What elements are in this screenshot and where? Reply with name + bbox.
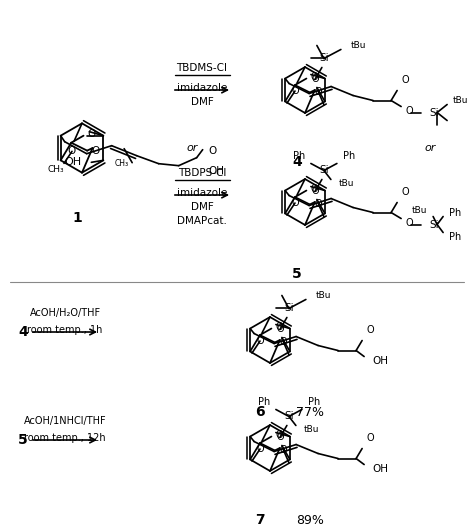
Text: O: O (276, 324, 284, 334)
Text: OH: OH (209, 166, 225, 176)
Text: Ph: Ph (449, 207, 461, 217)
Text: O: O (279, 445, 287, 456)
Text: Ph: Ph (308, 397, 320, 407)
Text: tBu: tBu (453, 96, 469, 105)
Text: O: O (314, 88, 322, 98)
Text: AcOH/1NHCl/THF: AcOH/1NHCl/THF (24, 416, 106, 426)
Text: OH: OH (64, 158, 82, 167)
Text: O: O (401, 75, 409, 85)
Text: O: O (256, 444, 264, 454)
Text: 4: 4 (18, 325, 28, 339)
Text: tBu: tBu (411, 206, 427, 215)
Text: O: O (311, 186, 319, 196)
Text: room temp., 1h: room temp., 1h (27, 325, 103, 335)
Text: O: O (310, 71, 318, 81)
Text: 77%: 77% (296, 405, 324, 418)
Text: O: O (91, 145, 99, 155)
Text: O: O (311, 75, 319, 85)
Text: O: O (366, 433, 374, 443)
Text: CH₃: CH₃ (115, 159, 129, 168)
Text: CH₃: CH₃ (48, 165, 64, 174)
Text: O: O (405, 106, 413, 116)
Text: Si: Si (284, 412, 294, 422)
Text: tBu: tBu (316, 291, 331, 300)
Text: OH: OH (372, 464, 388, 474)
Text: room temp., 12h: room temp., 12h (24, 433, 106, 443)
Text: O: O (256, 336, 264, 346)
Text: Si: Si (284, 303, 294, 313)
Text: imidazole: imidazole (177, 188, 227, 198)
Text: O: O (68, 146, 76, 156)
Text: TBDPS-Cl: TBDPS-Cl (178, 168, 226, 178)
Text: or: or (186, 143, 198, 153)
Text: Ph: Ph (343, 152, 355, 162)
Text: O: O (366, 324, 374, 334)
Text: imidazole: imidazole (177, 83, 227, 93)
Text: 4: 4 (292, 155, 302, 169)
Text: O: O (310, 184, 318, 194)
Text: O: O (275, 321, 283, 331)
Text: O: O (401, 186, 409, 196)
Text: 1: 1 (72, 211, 82, 225)
Text: O: O (87, 129, 96, 139)
Text: tBu: tBu (351, 41, 366, 50)
Text: 7: 7 (255, 513, 265, 525)
Text: tBu: tBu (304, 425, 319, 434)
Text: 5: 5 (18, 433, 28, 447)
Text: DMF: DMF (191, 97, 213, 107)
Text: O: O (291, 198, 299, 208)
Text: Si: Si (429, 108, 439, 118)
Text: O: O (209, 145, 217, 156)
Text: Si: Si (319, 165, 328, 175)
Text: O: O (276, 433, 284, 443)
Text: or: or (424, 143, 436, 153)
Text: Ph: Ph (449, 232, 461, 242)
Text: O: O (405, 217, 413, 227)
Text: AcOH/H₂O/THF: AcOH/H₂O/THF (29, 308, 100, 318)
Text: Si: Si (319, 54, 328, 64)
Text: Ph: Ph (258, 397, 270, 407)
Text: 5: 5 (292, 267, 302, 281)
Text: Si: Si (429, 219, 439, 229)
Text: O: O (314, 200, 322, 209)
Text: 89%: 89% (296, 513, 324, 525)
Text: 6: 6 (255, 405, 265, 419)
Text: O: O (279, 338, 287, 348)
Text: DMAPcat.: DMAPcat. (177, 216, 227, 226)
Text: O: O (291, 86, 299, 96)
Text: DMF: DMF (191, 202, 213, 212)
Text: Ph: Ph (292, 152, 305, 162)
Text: O: O (275, 429, 283, 439)
Text: tBu: tBu (339, 179, 355, 188)
Text: OH: OH (372, 355, 388, 365)
Text: TBDMS-Cl: TBDMS-Cl (176, 63, 228, 73)
